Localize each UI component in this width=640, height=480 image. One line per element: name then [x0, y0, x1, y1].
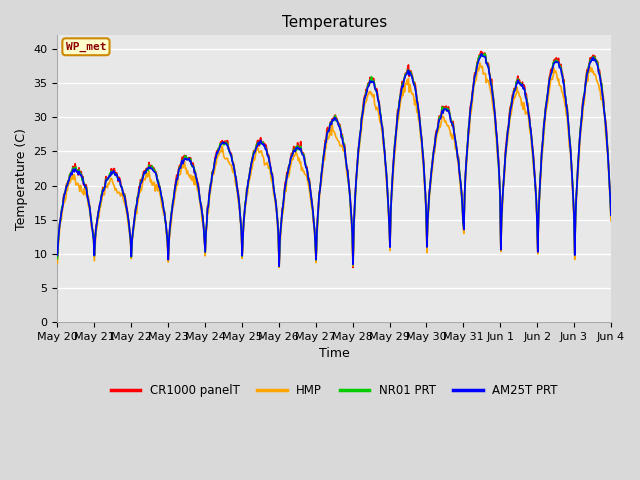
Text: WP_met: WP_met [66, 42, 106, 52]
Y-axis label: Temperature (C): Temperature (C) [15, 128, 28, 229]
X-axis label: Time: Time [319, 348, 349, 360]
Legend: CR1000 panelT, HMP, NR01 PRT, AM25T PRT: CR1000 panelT, HMP, NR01 PRT, AM25T PRT [106, 380, 563, 402]
Title: Temperatures: Temperatures [282, 15, 387, 30]
